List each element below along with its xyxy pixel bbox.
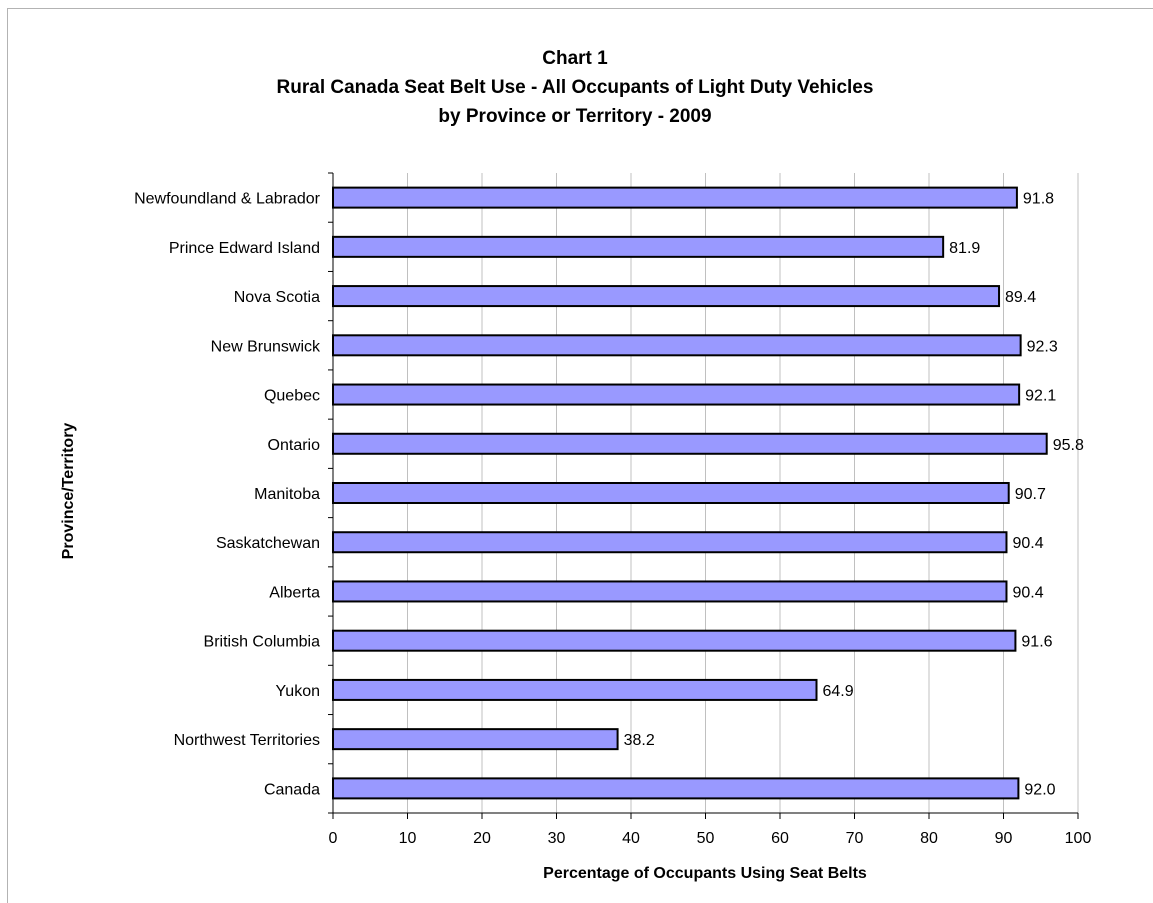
value-label: 90.4: [1012, 535, 1043, 552]
value-label: 95.8: [1053, 437, 1084, 454]
bar: [332, 482, 1010, 504]
bar: [332, 285, 1001, 308]
value-label: 38.2: [624, 732, 655, 749]
category-label: Northwest Territories: [174, 732, 320, 749]
value-label: 90.4: [1012, 584, 1043, 601]
value-label: 92.0: [1024, 781, 1055, 798]
category-label: Alberta: [269, 584, 320, 601]
value-label: 64.9: [823, 683, 854, 700]
x-tick-label: 60: [771, 830, 789, 847]
category-label: New Brunswick: [211, 338, 321, 355]
x-tick-label: 30: [548, 830, 566, 847]
x-tick-label: 90: [995, 830, 1013, 847]
chart-title-line-1: Chart 1: [542, 48, 608, 69]
value-label: 92.1: [1025, 388, 1056, 405]
category-labels: Newfoundland & Labrador Prince Edward Isl…: [134, 191, 321, 799]
x-tick-label: 80: [920, 830, 938, 847]
chart-title: Chart 1 Rural Canada Seat Belt Use - All…: [277, 48, 874, 127]
category-label: Quebec: [264, 388, 320, 405]
chart-title-line-2: Rural Canada Seat Belt Use - All Occupan…: [277, 77, 874, 98]
x-tick-label: 50: [697, 830, 715, 847]
bar: [332, 678, 818, 701]
y-axis-title: Province/Territory: [60, 423, 77, 560]
category-label: Newfoundland & Labrador: [134, 191, 321, 208]
category-label: Ontario: [268, 437, 321, 454]
bar: [332, 432, 1048, 455]
x-tick-label: 100: [1065, 830, 1092, 847]
category-label: Canada: [264, 781, 320, 798]
x-axis-ticks: 0 10 20 30 40 50 60 70 80 90 100: [328, 172, 1092, 847]
x-tick-label: 20: [473, 830, 491, 847]
bar: [332, 235, 945, 258]
value-label: 89.4: [1005, 289, 1036, 306]
category-label: British Columbia: [204, 634, 321, 651]
bar: [332, 629, 1017, 652]
x-tick-label: 0: [329, 830, 338, 847]
x-axis-title: Percentage of Occupants Using Seat Belts: [543, 865, 867, 882]
value-label: 81.9: [949, 240, 980, 257]
category-label: Yukon: [276, 683, 320, 700]
chart-title-line-3: by Province or Territory - 2009: [438, 106, 711, 127]
value-label: 91.8: [1023, 191, 1054, 208]
category-label: Prince Edward Island: [169, 240, 320, 257]
value-labels: 91.8 81.9 89.4 92.3 92.1 95.8 90.7 90.4 90.4 91.6…: [624, 191, 1084, 799]
bar: [332, 531, 1008, 554]
x-tick-label: 70: [846, 830, 864, 847]
category-label: Saskatchewan: [216, 535, 320, 552]
category-label: Nova Scotia: [234, 289, 320, 306]
category-label: Manitoba: [254, 486, 320, 503]
bar: [332, 383, 1021, 406]
value-label: 91.6: [1021, 634, 1052, 651]
chart-frame: [7, 8, 1153, 903]
x-tick-label: 40: [622, 830, 640, 847]
bar: [332, 334, 1022, 357]
bar: [332, 728, 619, 751]
bar: [332, 580, 1008, 603]
x-tick-label: 10: [399, 830, 417, 847]
bars: [332, 186, 1048, 800]
bar: [332, 777, 1020, 800]
value-label: 92.3: [1027, 338, 1058, 355]
value-label: 90.7: [1015, 486, 1046, 503]
bar: [332, 186, 1018, 209]
